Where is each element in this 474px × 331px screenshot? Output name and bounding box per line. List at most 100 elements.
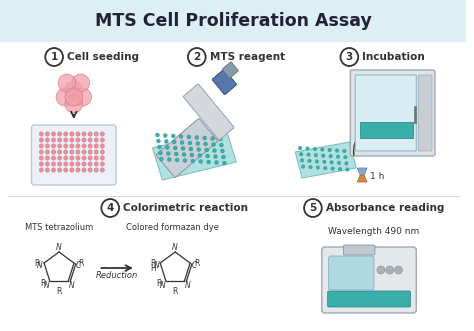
Circle shape	[82, 144, 86, 148]
Circle shape	[329, 154, 332, 158]
Circle shape	[158, 151, 163, 155]
Circle shape	[323, 166, 327, 170]
Circle shape	[39, 132, 44, 136]
Circle shape	[207, 160, 210, 164]
Circle shape	[94, 132, 99, 136]
Text: N: N	[160, 281, 166, 290]
Circle shape	[94, 168, 99, 172]
Circle shape	[88, 132, 92, 136]
FancyBboxPatch shape	[328, 256, 374, 290]
Circle shape	[175, 158, 179, 162]
FancyBboxPatch shape	[322, 247, 416, 313]
Circle shape	[166, 152, 170, 156]
Circle shape	[335, 149, 339, 152]
Circle shape	[72, 74, 90, 92]
Circle shape	[64, 156, 68, 160]
Circle shape	[313, 147, 317, 151]
Text: Colorimetric reaction: Colorimetric reaction	[123, 203, 248, 213]
Text: N: N	[56, 244, 62, 253]
Text: N: N	[37, 260, 43, 269]
Circle shape	[336, 155, 340, 159]
Polygon shape	[295, 142, 356, 178]
Circle shape	[94, 162, 99, 166]
Circle shape	[46, 168, 50, 172]
Text: R: R	[78, 259, 83, 267]
Text: R: R	[40, 279, 46, 288]
Circle shape	[344, 155, 347, 159]
Circle shape	[343, 149, 346, 153]
Circle shape	[51, 132, 56, 136]
Circle shape	[70, 132, 74, 136]
Circle shape	[57, 156, 62, 160]
Circle shape	[57, 150, 62, 154]
Circle shape	[197, 148, 201, 152]
Circle shape	[51, 150, 56, 154]
Circle shape	[167, 158, 171, 162]
Circle shape	[345, 162, 348, 165]
FancyBboxPatch shape	[328, 291, 410, 307]
Circle shape	[82, 150, 86, 154]
Text: Cell seeding: Cell seeding	[67, 52, 139, 62]
Circle shape	[100, 144, 104, 148]
Circle shape	[322, 160, 326, 164]
Circle shape	[70, 138, 74, 142]
Text: 5: 5	[310, 203, 317, 213]
Circle shape	[76, 150, 80, 154]
Circle shape	[39, 168, 44, 172]
Circle shape	[173, 146, 177, 150]
FancyBboxPatch shape	[183, 84, 234, 140]
Circle shape	[39, 156, 44, 160]
Circle shape	[301, 165, 305, 168]
Circle shape	[82, 156, 86, 160]
Text: C: C	[191, 260, 197, 269]
Circle shape	[64, 168, 68, 172]
Circle shape	[182, 153, 186, 157]
Circle shape	[211, 143, 216, 147]
Text: Colored formazan dye: Colored formazan dye	[126, 223, 219, 232]
Text: N: N	[68, 281, 74, 290]
Circle shape	[181, 147, 185, 151]
Circle shape	[320, 148, 324, 151]
Circle shape	[212, 149, 217, 153]
Text: N: N	[154, 260, 159, 269]
Text: N: N	[172, 244, 178, 253]
Circle shape	[39, 162, 44, 166]
Text: R: R	[156, 279, 162, 288]
Text: R: R	[56, 287, 62, 296]
Text: R: R	[173, 287, 178, 296]
Text: 4: 4	[107, 203, 114, 213]
Circle shape	[88, 156, 92, 160]
Text: H: H	[150, 263, 156, 272]
Circle shape	[221, 155, 225, 159]
Circle shape	[195, 135, 199, 139]
Circle shape	[70, 156, 74, 160]
FancyBboxPatch shape	[222, 62, 238, 78]
FancyBboxPatch shape	[31, 125, 116, 185]
Circle shape	[308, 159, 311, 163]
Circle shape	[100, 156, 104, 160]
Circle shape	[183, 159, 187, 163]
Circle shape	[46, 138, 50, 142]
Circle shape	[331, 167, 334, 170]
Circle shape	[51, 168, 56, 172]
Circle shape	[307, 153, 310, 157]
Circle shape	[70, 150, 74, 154]
Circle shape	[64, 144, 68, 148]
Circle shape	[298, 146, 302, 150]
Circle shape	[51, 144, 56, 148]
Circle shape	[214, 155, 218, 159]
Circle shape	[100, 150, 104, 154]
Polygon shape	[357, 168, 367, 175]
Circle shape	[171, 134, 175, 138]
Circle shape	[215, 161, 219, 165]
Circle shape	[56, 88, 74, 106]
Circle shape	[204, 142, 208, 146]
Text: N: N	[184, 281, 190, 290]
Circle shape	[82, 138, 86, 142]
Circle shape	[198, 154, 202, 158]
Circle shape	[82, 132, 86, 136]
Circle shape	[210, 136, 215, 140]
FancyBboxPatch shape	[350, 70, 435, 156]
Circle shape	[156, 139, 160, 143]
Circle shape	[190, 153, 194, 157]
